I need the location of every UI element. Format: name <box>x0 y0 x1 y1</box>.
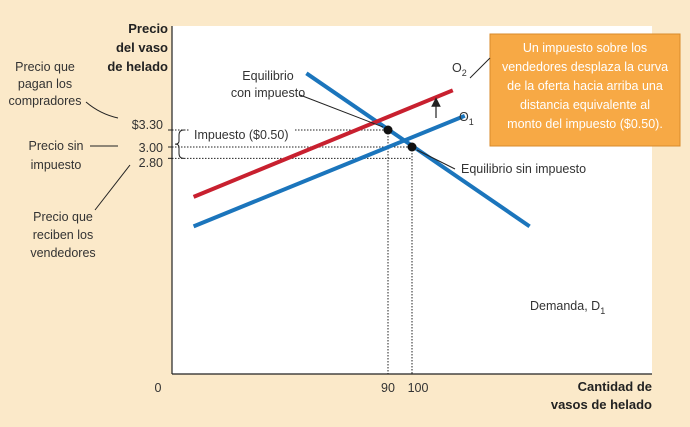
origin-label: 0 <box>155 381 162 395</box>
equilibrium-point-1 <box>407 142 417 152</box>
side-label-buyers-line1: Precio que <box>15 60 75 74</box>
tax-label-bg <box>190 126 294 142</box>
side-label-sellers-leader <box>94 164 131 211</box>
note-box <box>489 33 681 147</box>
y-tick-label-330: $3.30 <box>132 118 163 132</box>
note-line-1: Un impuesto sobre los <box>523 41 647 55</box>
y-axis-title-line3: de helado <box>107 59 168 74</box>
side-label-notax-line1: Precio sin <box>29 139 84 153</box>
series-label-d1: Demanda, D1 <box>530 299 605 316</box>
y-axis-title-line1: Precio <box>128 21 168 36</box>
side-label-notax-line2: impuesto <box>31 158 82 172</box>
side-label-buyers-line3: compradores <box>9 94 82 108</box>
side-label-sellers-line1: Precio que <box>33 210 93 224</box>
x-axis-title-line2: vasos de helado <box>551 397 652 412</box>
tax-bracket <box>174 129 185 159</box>
series-line-d1 <box>305 71 531 228</box>
note-line-2: vendedores desplaza la curva <box>502 60 668 74</box>
side-label-sellers-line3: vendedores <box>30 246 95 260</box>
equilibrium-notax-label: Equilibrio sin impuesto <box>461 162 586 176</box>
equilibrium-point-0 <box>383 125 393 135</box>
equilibrium-tax-leader <box>299 94 384 128</box>
x-tick-label-90: 90 <box>381 381 395 395</box>
series-line-o2 <box>192 88 454 199</box>
side-label-sellers-line2: reciben los <box>33 228 93 242</box>
x-axis-title-line1: Cantidad de <box>578 379 652 394</box>
y-tick-label-300: 3.00 <box>139 141 163 155</box>
side-label-buyers-line2: pagan los <box>18 77 72 91</box>
x-tick-label-100: 100 <box>408 381 429 395</box>
note-leader <box>469 57 491 79</box>
series-line-o1 <box>192 113 466 229</box>
note-line-5: monto del impuesto ($0.50). <box>507 117 663 131</box>
equilibrium-tax-label-line1: Equilibrio <box>242 69 293 83</box>
y-axis-title-line2: del vaso <box>116 40 168 55</box>
side-label-buyers-leader <box>85 101 119 119</box>
equilibrium-tax-label-line2: con impuesto <box>231 86 305 100</box>
series-label-o2: O2 <box>452 61 467 78</box>
y-tick-label-280: 2.80 <box>139 156 163 170</box>
equilibrium-notax-leader <box>416 149 456 170</box>
note-line-3: de la oferta hacia arriba una <box>507 79 663 93</box>
note-line-4: distancia equivalente al <box>520 98 650 112</box>
tax-label: Impuesto ($0.50) <box>194 128 289 142</box>
series-label-o1: O1 <box>459 110 474 127</box>
